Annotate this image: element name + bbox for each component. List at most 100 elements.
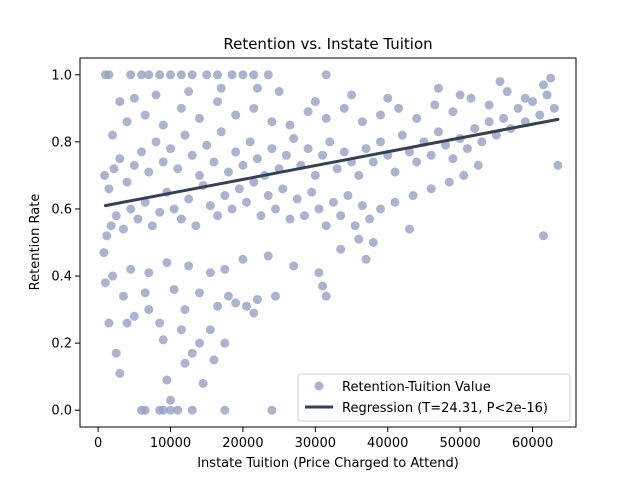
data-point bbox=[162, 258, 172, 268]
data-point bbox=[137, 70, 147, 80]
data-point bbox=[350, 221, 360, 231]
data-point bbox=[234, 184, 244, 194]
data-point bbox=[499, 113, 509, 123]
data-point bbox=[462, 144, 472, 154]
data-point bbox=[252, 154, 262, 164]
data-point bbox=[194, 170, 204, 180]
x-tick-label: 10000 bbox=[150, 436, 191, 451]
data-point bbox=[184, 87, 194, 97]
data-point bbox=[99, 248, 109, 258]
data-point bbox=[343, 191, 353, 201]
data-point bbox=[220, 338, 230, 348]
data-point bbox=[271, 291, 281, 301]
data-point bbox=[176, 214, 186, 224]
data-point bbox=[354, 170, 364, 180]
data-point bbox=[180, 305, 190, 315]
data-point bbox=[390, 197, 400, 207]
data-point bbox=[426, 184, 436, 194]
data-point bbox=[249, 103, 259, 113]
data-point bbox=[546, 73, 556, 83]
data-point bbox=[194, 113, 204, 123]
data-point bbox=[538, 231, 548, 241]
data-point bbox=[104, 318, 114, 328]
data-point bbox=[155, 207, 165, 217]
data-point bbox=[307, 187, 317, 197]
data-point bbox=[140, 197, 150, 207]
data-point bbox=[108, 130, 118, 140]
data-point bbox=[166, 395, 176, 405]
data-point bbox=[227, 70, 237, 80]
data-point bbox=[394, 103, 404, 113]
y-tick-label: 0.4 bbox=[51, 270, 72, 285]
data-point bbox=[137, 147, 147, 157]
data-point bbox=[448, 154, 458, 164]
data-point bbox=[169, 284, 179, 294]
data-point bbox=[285, 214, 295, 224]
data-point bbox=[318, 150, 328, 160]
data-point bbox=[263, 70, 273, 80]
data-point bbox=[538, 80, 548, 90]
data-point bbox=[104, 70, 114, 80]
y-tick-label: 0.6 bbox=[51, 202, 72, 217]
data-point bbox=[191, 221, 201, 231]
data-point bbox=[115, 154, 125, 164]
data-point bbox=[184, 194, 194, 204]
data-point bbox=[162, 375, 172, 385]
data-point bbox=[187, 150, 197, 160]
data-point bbox=[267, 405, 277, 415]
data-point bbox=[408, 191, 418, 201]
legend-box bbox=[297, 373, 571, 422]
data-point bbox=[267, 144, 277, 154]
data-point bbox=[176, 103, 186, 113]
y-axis-ticks: 0.0 0.2 0.4 0.6 0.8 1.0 bbox=[51, 68, 80, 419]
data-point bbox=[336, 244, 346, 254]
data-point bbox=[166, 144, 176, 154]
data-point bbox=[470, 123, 480, 133]
data-point bbox=[140, 405, 150, 415]
data-point bbox=[495, 76, 505, 86]
data-point bbox=[151, 137, 161, 147]
data-point bbox=[118, 224, 128, 234]
data-point bbox=[299, 211, 309, 221]
y-tick-label: 0.0 bbox=[51, 404, 72, 419]
data-point bbox=[147, 221, 157, 231]
data-point bbox=[484, 100, 494, 110]
data-point bbox=[357, 117, 367, 127]
data-point bbox=[513, 103, 523, 113]
data-point bbox=[289, 134, 299, 144]
data-point bbox=[187, 348, 197, 358]
data-point bbox=[542, 90, 552, 100]
data-point bbox=[144, 167, 154, 177]
data-point bbox=[252, 83, 262, 93]
data-point bbox=[144, 268, 154, 278]
data-point bbox=[173, 405, 183, 415]
data-point bbox=[187, 70, 197, 80]
data-point bbox=[144, 305, 154, 315]
data-point bbox=[375, 137, 385, 147]
y-axis-label: Retention Rate bbox=[28, 194, 43, 291]
data-point bbox=[375, 204, 385, 214]
data-point bbox=[205, 325, 215, 335]
data-point bbox=[122, 117, 132, 127]
data-point bbox=[180, 130, 190, 140]
data-point bbox=[118, 291, 128, 301]
data-point bbox=[328, 197, 338, 207]
data-point bbox=[126, 204, 136, 214]
data-point bbox=[223, 291, 233, 301]
data-point bbox=[459, 170, 469, 180]
data-point bbox=[223, 167, 233, 177]
data-point bbox=[477, 137, 487, 147]
data-point bbox=[339, 147, 349, 157]
data-point bbox=[216, 83, 226, 93]
data-point bbox=[310, 170, 320, 180]
data-point bbox=[274, 87, 284, 97]
data-point bbox=[126, 70, 136, 80]
regression-layer bbox=[103, 117, 560, 208]
data-point bbox=[242, 301, 252, 311]
data-point bbox=[111, 211, 121, 221]
data-point bbox=[528, 97, 538, 107]
data-point bbox=[242, 197, 252, 207]
data-point bbox=[365, 214, 375, 224]
data-point bbox=[535, 110, 545, 120]
regression-line bbox=[103, 117, 560, 208]
